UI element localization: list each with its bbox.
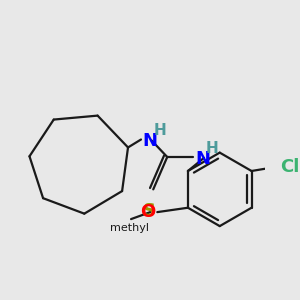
Text: H: H	[153, 123, 166, 138]
Text: N: N	[143, 132, 158, 150]
Text: N: N	[195, 150, 210, 168]
Text: methyl: methyl	[110, 224, 149, 233]
Text: H: H	[206, 141, 218, 156]
Text: S: S	[143, 202, 156, 220]
Text: Cl: Cl	[280, 158, 300, 175]
Text: O: O	[140, 203, 155, 221]
